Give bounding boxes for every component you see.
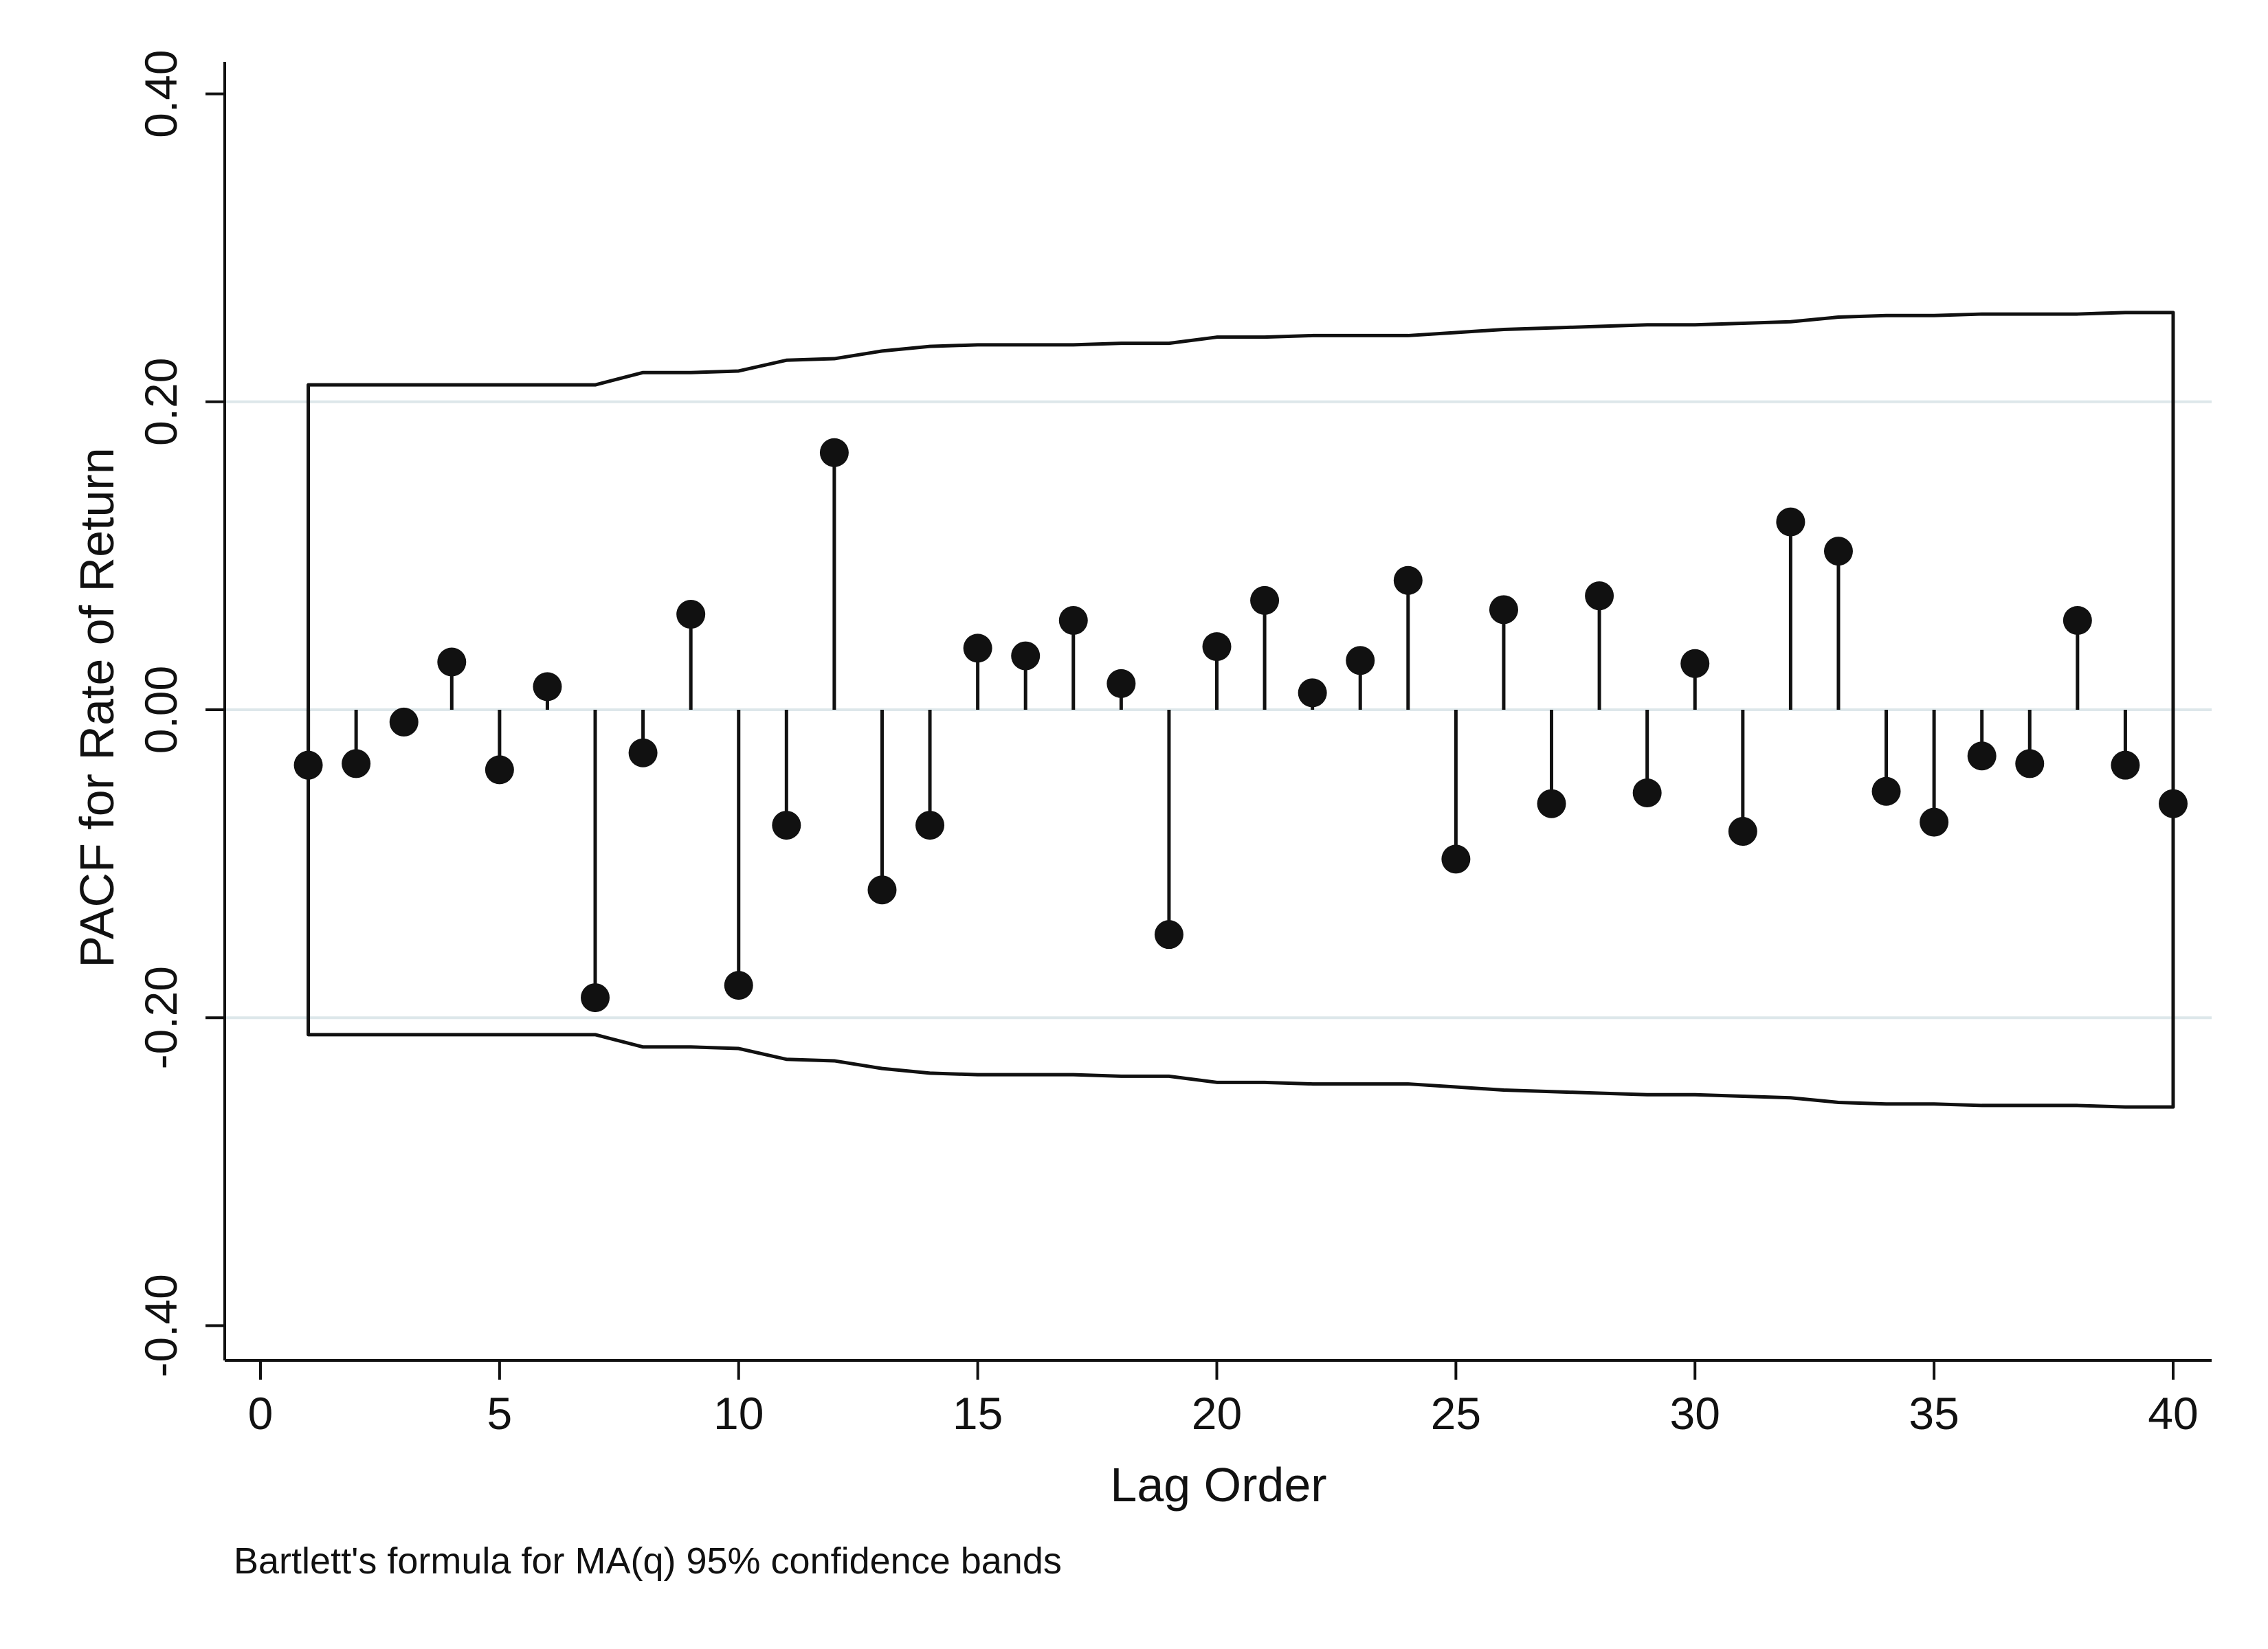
pacf-point (724, 971, 753, 1000)
pacf-point (963, 633, 992, 663)
pacf-point (867, 875, 897, 905)
x-tick-label: 15 (953, 1388, 1003, 1439)
x-tick-label: 10 (713, 1388, 764, 1439)
y-tick-label: 0.20 (135, 358, 186, 446)
pacf-point (1489, 595, 1518, 625)
pacf-point (437, 647, 467, 677)
pacf-point (1728, 817, 1757, 846)
pacf-point (772, 811, 801, 840)
x-tick-label: 30 (1670, 1388, 1720, 1439)
pacf-point (2063, 606, 2092, 636)
pacf-point (1920, 807, 1949, 837)
pacf-point (1154, 920, 1183, 950)
pacf-point (1680, 649, 1710, 678)
pacf-point (1393, 565, 1423, 595)
pacf-point (1346, 646, 1375, 675)
pacf-point (1441, 844, 1471, 874)
x-tick-label: 5 (487, 1388, 513, 1439)
pacf-point (1011, 641, 1041, 671)
pacf-point (915, 811, 945, 840)
pacf-point (628, 738, 658, 767)
pacf-point (1823, 537, 1853, 566)
x-tick-label: 40 (2148, 1388, 2198, 1439)
pacf-point (533, 672, 562, 702)
pacf-point (1107, 669, 1136, 698)
x-tick-label: 25 (1431, 1388, 1481, 1439)
pacf-point (1058, 606, 1088, 636)
x-tick-label: 35 (1909, 1388, 1959, 1439)
pacf-point (1776, 507, 1805, 537)
pacf-point (819, 438, 849, 467)
x-tick-label: 20 (1192, 1388, 1242, 1439)
pacf-series (293, 438, 2188, 1013)
pacf-point (1202, 632, 1232, 662)
pacf-point (1537, 789, 1566, 818)
pacf-point (342, 749, 371, 778)
pacf-point (1967, 741, 1997, 771)
pacf-point (2015, 749, 2045, 778)
pacf-point (389, 707, 419, 737)
y-tick-label: 0.00 (135, 666, 186, 754)
y-tick-label: 0.40 (135, 49, 186, 137)
x-tick-label: 0 (248, 1388, 274, 1439)
chart-note: Bartlett's formula for MA(q) 95% confide… (234, 1540, 1062, 1582)
pacf-point (2159, 789, 2188, 818)
pacf-point (676, 600, 706, 629)
pacf-point (581, 983, 610, 1013)
pacf-point (1871, 776, 1901, 806)
pacf-point (293, 750, 323, 780)
pacf-point (1585, 581, 1614, 611)
pacf-point (1250, 585, 1280, 615)
pacf-point (485, 755, 514, 785)
y-tick-label: -0.40 (135, 1274, 186, 1377)
pacf-point (1298, 678, 1327, 708)
y-axis-label: PACF for Rate of Return (70, 447, 124, 967)
y-tick-label: -0.20 (135, 966, 186, 1069)
x-axis-label: Lag Order (1110, 1458, 1326, 1512)
axes: 0.40 0.20 0.00 -0.20 -0.40 0 5 10 15 20 25 30 35 40 (135, 49, 2212, 1439)
pacf-point (2111, 750, 2140, 780)
pacf-point (1632, 778, 1662, 808)
